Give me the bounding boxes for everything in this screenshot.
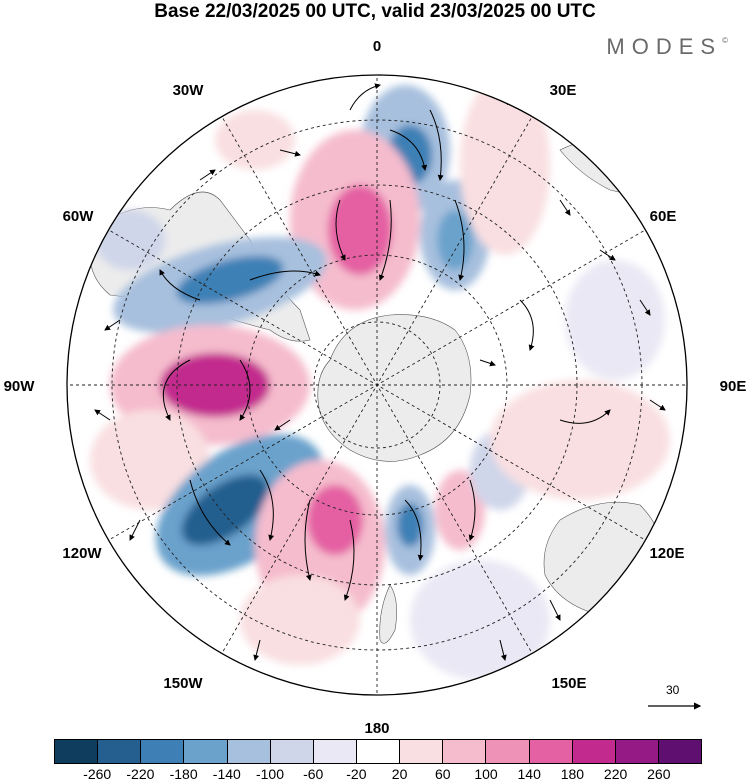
colorbar-tick-label: 260 bbox=[647, 766, 671, 782]
colorbar-swatch bbox=[55, 740, 99, 763]
colorbar-tick-label: -220 bbox=[126, 766, 155, 782]
colorbar-swatch bbox=[184, 740, 228, 763]
colorbar-tick-label: 180 bbox=[560, 766, 585, 782]
positive-anomaly bbox=[240, 575, 360, 665]
positive-anomaly bbox=[490, 380, 670, 500]
positive-anomaly-core bbox=[328, 185, 392, 275]
lon-label-120e: 120E bbox=[649, 545, 684, 562]
colorbar-tick-label: 100 bbox=[474, 766, 498, 782]
modes-logo: MODES© bbox=[606, 34, 728, 59]
colorbar-swatch bbox=[443, 740, 487, 763]
colorbar bbox=[54, 739, 702, 764]
colorbar-swatch bbox=[313, 740, 357, 763]
colorbar-tick-label: -20 bbox=[346, 766, 367, 782]
lon-label-30w: 30W bbox=[173, 82, 205, 99]
wind-vectors bbox=[94, 83, 666, 661]
anomaly-shading bbox=[90, 75, 670, 680]
graticule bbox=[67, 75, 687, 695]
colorbar-tick-label: -260 bbox=[83, 766, 112, 782]
negative-anomaly-core bbox=[181, 474, 269, 546]
negative-anomaly-core bbox=[176, 256, 284, 304]
lon-label-150e: 150E bbox=[551, 675, 586, 692]
map-disk bbox=[67, 75, 687, 695]
colorbar-swatch bbox=[356, 740, 401, 763]
colorbar-tick-label: 20 bbox=[391, 766, 408, 782]
reference-vector-label: 30 bbox=[666, 683, 680, 697]
colorbar-swatch bbox=[98, 740, 142, 763]
colorbar-swatch bbox=[270, 740, 314, 763]
colorbar-ticks: -260 -220 -180 -140 -100 -60 -20 20 60 100 140 180 2… bbox=[0, 766, 750, 784]
positive-anomaly-outer bbox=[90, 410, 210, 510]
lon-label-90e: 90E bbox=[720, 378, 747, 395]
nz-shape bbox=[379, 584, 397, 644]
colorbar-tick-label: -100 bbox=[255, 766, 285, 782]
lon-label-150w: 150W bbox=[163, 675, 203, 692]
lon-label-60w: 60W bbox=[63, 208, 95, 225]
lon-label-60e: 60E bbox=[650, 208, 677, 225]
negative-anomaly bbox=[410, 560, 550, 680]
negative-anomaly bbox=[565, 260, 665, 380]
positive-anomaly bbox=[215, 110, 295, 170]
lon-label-180: 180 bbox=[364, 720, 389, 737]
lon-label-90w: 90W bbox=[4, 378, 36, 395]
colorbar-tick-label: -180 bbox=[169, 766, 198, 782]
colorbar-swatch bbox=[529, 740, 573, 763]
lon-label-120w: 120W bbox=[62, 545, 102, 562]
positive-anomaly bbox=[460, 75, 550, 255]
colorbar-tick-label: 60 bbox=[435, 766, 451, 782]
map-title: Base 22/03/2025 00 UTC, valid 23/03/2025… bbox=[154, 1, 596, 22]
colorbar-tick-label: 220 bbox=[603, 766, 628, 782]
colorbar-swatch bbox=[572, 740, 616, 763]
colorbar-swatch bbox=[658, 740, 702, 763]
colorbar-swatch bbox=[400, 740, 444, 763]
negative-anomaly-core bbox=[437, 210, 473, 270]
colorbar-tick-label: 140 bbox=[517, 766, 541, 782]
positive-anomaly-core bbox=[307, 485, 363, 555]
lon-label-30e: 30E bbox=[550, 82, 577, 99]
colorbar-swatch bbox=[486, 740, 530, 763]
colorbar-tick-label: -60 bbox=[303, 766, 324, 782]
negative-anomaly bbox=[95, 210, 165, 270]
colorbar-swatch bbox=[227, 740, 271, 763]
colorbar-swatch bbox=[141, 740, 185, 763]
lon-label-0: 0 bbox=[373, 38, 381, 55]
negative-anomaly-core bbox=[397, 503, 423, 547]
colorbar-swatch bbox=[615, 740, 659, 763]
map-border bbox=[66, 74, 688, 696]
colorbar-tick-label: -140 bbox=[212, 766, 241, 782]
